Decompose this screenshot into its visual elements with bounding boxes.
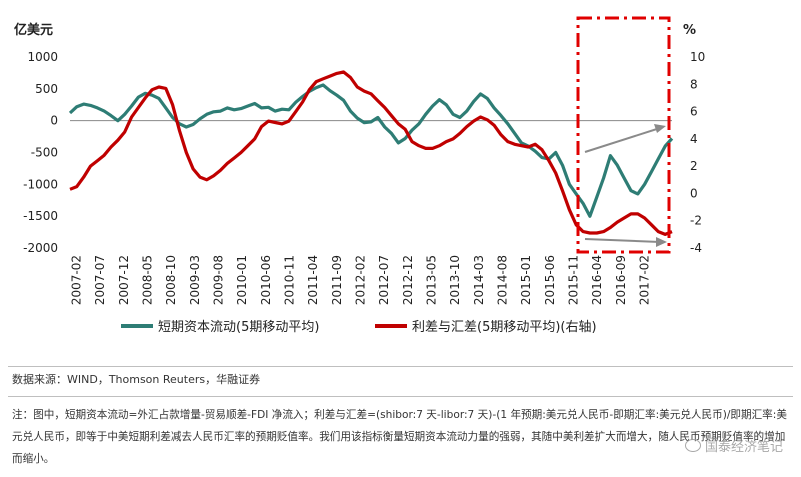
x-tick-label: 2015-06 [543, 255, 557, 305]
right-axis: 10 8 6 4 2 0 -2 -4 [690, 50, 705, 255]
trend-arrow-flat [584, 237, 667, 247]
x-tick-label: 2008-05 [141, 255, 155, 305]
left-tick-label: 500 [35, 82, 58, 96]
left-tick-label: -2000 [23, 241, 58, 255]
watermark: 国泰经济笔记 [684, 436, 783, 455]
left-tick-label: -1500 [23, 209, 58, 223]
left-axis-unit: 亿美元 [14, 22, 53, 38]
x-tick-label: 2013-10 [448, 255, 462, 305]
legend: 短期资本流动(5期移动平均) 利差与汇差(5期移动平均)(右轴) [121, 320, 597, 335]
right-tick-label: 2 [690, 159, 698, 173]
x-tick-label: 2017-02 [638, 255, 652, 305]
series-line-capital-flow [68, 83, 674, 218]
x-tick-label: 2010-11 [283, 255, 297, 305]
x-tick-label: 2009-08 [212, 255, 226, 305]
x-tick-label: 2012-07 [377, 255, 391, 305]
left-tick-label: -1000 [23, 177, 58, 191]
x-tick-label: 2008-10 [164, 255, 178, 305]
right-tick-label: 6 [690, 105, 698, 119]
right-tick-label: 4 [690, 132, 698, 146]
highlight-box [576, 16, 671, 254]
legend-label-rate-spread: 利差与汇差(5期移动平均)(右轴) [412, 320, 597, 335]
x-tick-label: 2016-04 [590, 255, 604, 305]
series-line-rate-spread [69, 70, 673, 236]
watermark-label: 国泰经济笔记 [704, 440, 783, 455]
x-axis: 2007-02 2007-07 2007-12 2008-05 2008-10 2009-… [70, 255, 652, 305]
x-tick-label: 2010-01 [235, 255, 249, 305]
series-layer [68, 70, 674, 236]
separator-top [8, 366, 793, 367]
x-tick-label: 2007-07 [93, 255, 107, 305]
wechat-icon [684, 439, 701, 452]
x-tick-label: 2007-12 [117, 255, 131, 305]
trend-arrow-up [584, 124, 666, 153]
x-tick-label: 2014-03 [472, 255, 486, 305]
x-tick-label: 2012-02 [354, 255, 368, 305]
separator-bottom [8, 396, 793, 397]
x-tick-label: 2013-05 [425, 255, 439, 305]
right-tick-label: -2 [690, 214, 702, 228]
x-tick-label: 2016-09 [614, 255, 628, 305]
left-tick-label: 1000 [27, 50, 58, 64]
chart: 亿美元 % 1000 500 0 -500 -1000 -1500 -2000 10 8 6 4 2… [14, 16, 705, 335]
legend-label-capital-flow: 短期资本流动(5期移动平均) [158, 320, 319, 335]
x-tick-label: 2015-11 [567, 255, 581, 305]
x-tick-label: 2010-06 [259, 255, 273, 305]
right-tick-label: 8 [690, 77, 698, 91]
x-tick-label: 2011-04 [306, 255, 320, 305]
x-tick-label: 2007-02 [70, 255, 84, 305]
x-tick-label: 2012-12 [401, 255, 415, 305]
chart-note: 注：图中，短期资本流动=外汇占款增量-贸易顺差-FDI 净流入；利差与汇差=(s… [12, 409, 787, 465]
right-tick-label: -4 [690, 241, 702, 255]
left-tick-label: -500 [31, 146, 58, 160]
data-source: 数据来源：WIND，Thomson Reuters，华融证券 [12, 373, 261, 386]
x-tick-label: 2015-01 [519, 255, 533, 305]
x-tick-label: 2014-08 [496, 255, 510, 305]
left-axis: 1000 500 0 -500 -1000 -1500 -2000 [23, 50, 58, 255]
x-tick-label: 2011-09 [330, 255, 344, 305]
left-tick-label: 0 [50, 114, 58, 128]
right-axis-unit: % [683, 23, 696, 38]
x-tick-label: 2009-03 [188, 255, 202, 305]
right-tick-label: 10 [690, 50, 705, 64]
right-tick-label: 0 [690, 186, 698, 200]
